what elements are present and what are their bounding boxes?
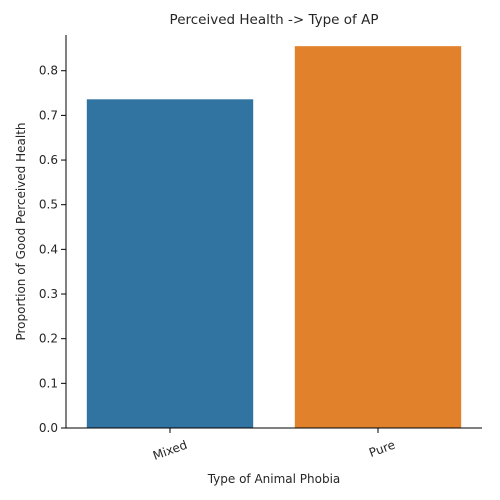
y-axis-ticks: 0.0 0.1 0.2 0.3 0.4 0.5 0.6 0.7 0.8: [39, 64, 66, 435]
x-tick-label-pure: Pure: [367, 438, 397, 460]
y-tick-label: 0.0: [39, 421, 58, 435]
x-tick-label-mixed: Mixed: [151, 438, 189, 463]
y-tick-label: 0.5: [39, 198, 58, 212]
y-tick-label: 0.4: [39, 242, 58, 256]
y-axis-label: Proportion of Good Perceived Health: [14, 122, 28, 340]
y-tick-label: 0.6: [39, 153, 58, 167]
y-tick-label: 0.2: [39, 332, 58, 346]
y-tick-label: 0.7: [39, 108, 58, 122]
bar-pure: [294, 46, 462, 429]
bar-mixed: [86, 99, 254, 429]
chart-title: Perceived Health -> Type of AP: [170, 12, 379, 28]
y-tick-label: 0.1: [39, 376, 58, 390]
x-axis-ticks: Mixed Pure: [151, 428, 397, 463]
y-tick-label: 0.3: [39, 287, 58, 301]
x-axis-label: Type of Animal Phobia: [207, 472, 341, 486]
y-tick-label: 0.8: [39, 64, 58, 78]
bars-group: [86, 46, 462, 429]
